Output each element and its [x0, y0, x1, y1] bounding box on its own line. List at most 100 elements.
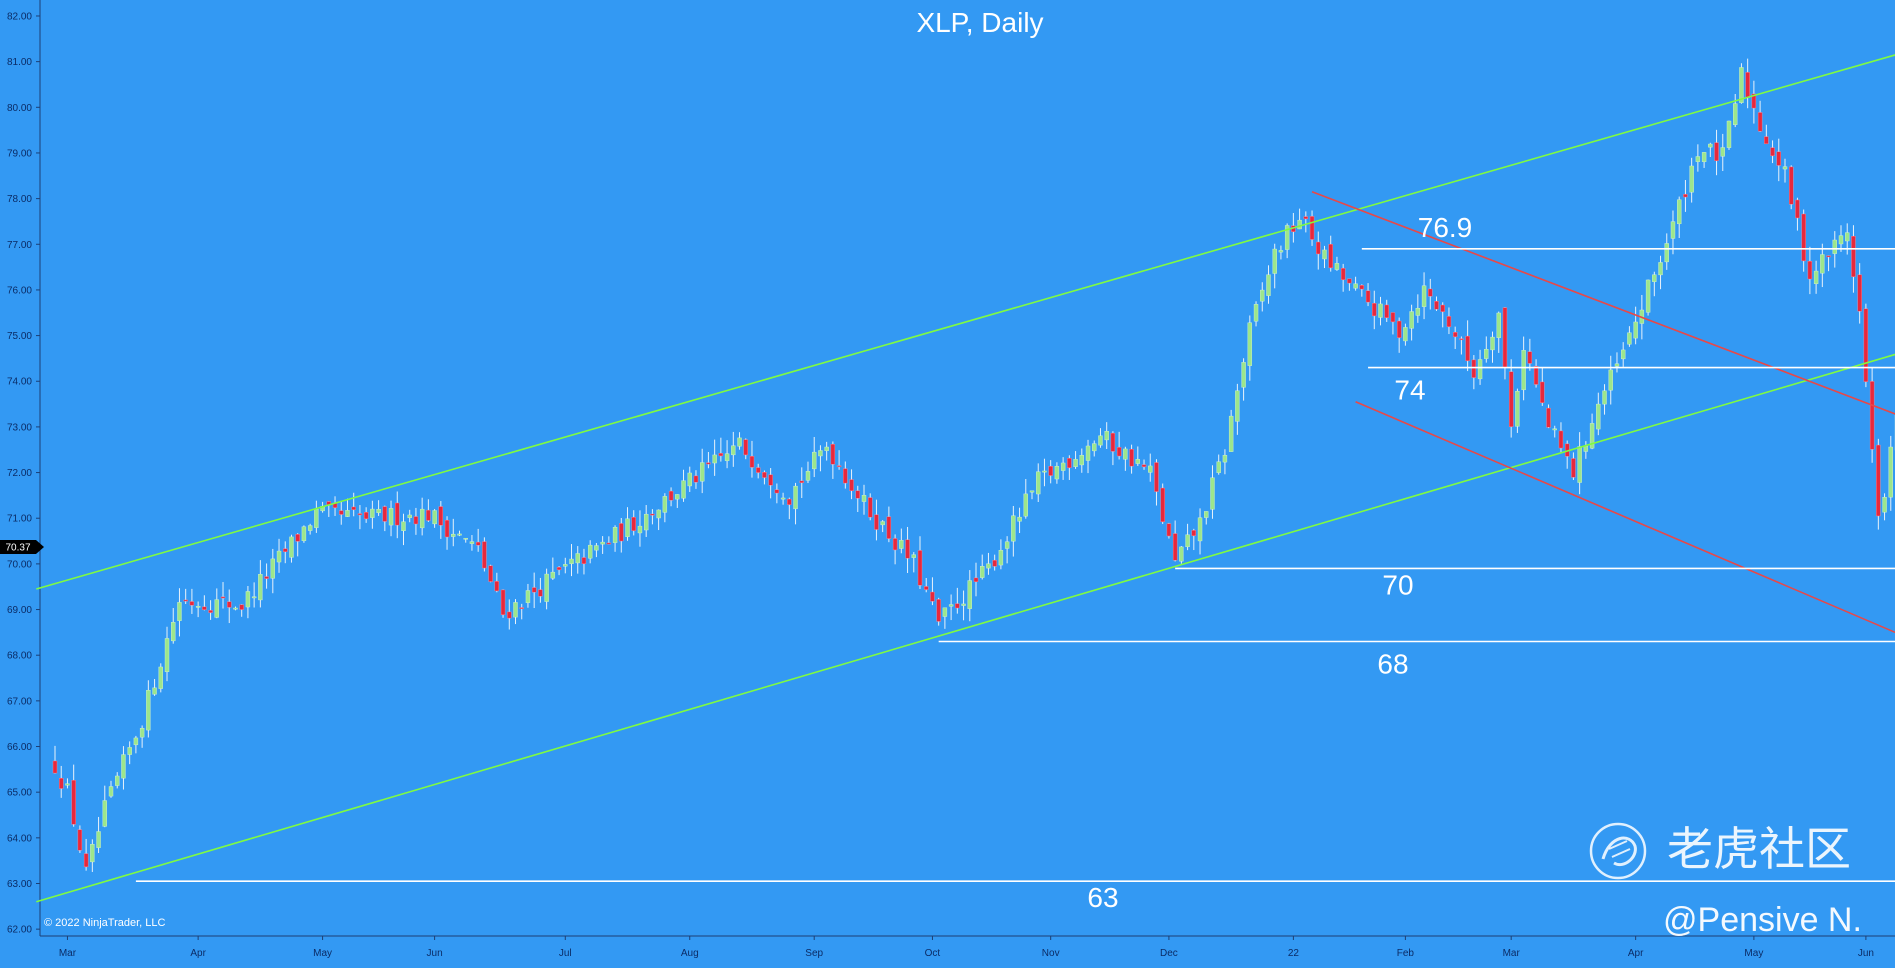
candle [463, 537, 468, 543]
candle-up [146, 690, 151, 731]
candle [1683, 180, 1688, 212]
candle [818, 445, 823, 472]
candle-up [1222, 455, 1228, 463]
candle-down [749, 456, 755, 468]
candle-up [307, 525, 313, 531]
candle [339, 501, 344, 525]
candle [656, 509, 661, 531]
candle [264, 563, 269, 589]
candle [625, 507, 630, 541]
candle [1882, 493, 1887, 521]
candle-up [457, 533, 462, 536]
candle-down [768, 474, 773, 486]
candle-up [276, 550, 282, 563]
level-label-68: 68 [1377, 649, 1408, 680]
candle [314, 500, 319, 533]
candle [1253, 301, 1259, 327]
candle-up [1614, 363, 1620, 367]
candle [1789, 165, 1794, 210]
candle-up [233, 607, 238, 610]
candle-up [544, 573, 549, 602]
candle [1353, 276, 1358, 291]
candle-up [1677, 199, 1682, 225]
candle-up [432, 510, 437, 525]
candle-up [419, 508, 425, 529]
candle-down [1309, 216, 1315, 240]
candle [718, 437, 724, 462]
candle-up [1284, 225, 1290, 250]
candle-down [475, 541, 481, 546]
y-tick-label: 64.00 [7, 833, 32, 844]
candle-up [65, 783, 70, 786]
candle [749, 440, 755, 478]
candle [1782, 158, 1788, 183]
candle-up [1322, 249, 1327, 260]
candle-down [1452, 332, 1458, 338]
candle-down [668, 490, 674, 501]
candle-up [1733, 103, 1738, 125]
candle [1272, 243, 1277, 289]
candle [1123, 446, 1128, 471]
candle [1204, 511, 1209, 525]
candle [948, 594, 954, 621]
candle-up [1620, 349, 1626, 360]
candle [1695, 144, 1701, 172]
candle-down [917, 550, 923, 586]
candle [1515, 388, 1520, 433]
candle [1596, 392, 1601, 436]
candle [1328, 235, 1333, 272]
candle-down [500, 589, 506, 615]
candle-up [115, 775, 120, 786]
candle [531, 572, 537, 609]
candle [1042, 458, 1047, 487]
candle-up [451, 533, 456, 537]
candle [687, 466, 692, 492]
candle [1533, 359, 1539, 388]
candle-up [1253, 304, 1259, 322]
candle-down [189, 601, 195, 606]
candle-down [1459, 338, 1464, 341]
candle-up [1334, 263, 1340, 270]
candle-down [220, 596, 226, 599]
candle [1359, 284, 1365, 297]
x-tick-label: Mar [1503, 948, 1521, 959]
candle [1048, 460, 1053, 484]
candle [1633, 306, 1638, 345]
candle-down [1303, 216, 1309, 220]
candle [444, 516, 450, 550]
x-tick-label: Apr [1628, 948, 1644, 959]
candle [587, 540, 593, 564]
candle-down [1795, 199, 1800, 219]
candle-down [59, 777, 64, 789]
candle-up [1726, 120, 1732, 148]
candle-up [1813, 270, 1819, 284]
candle [1726, 120, 1732, 150]
x-tick-label: 22 [1288, 948, 1300, 959]
candle-down [507, 611, 512, 619]
candle [986, 552, 991, 575]
x-tick-label: Jul [559, 948, 572, 959]
candle [164, 626, 170, 682]
y-tick-label: 69.00 [7, 605, 32, 616]
candle-down [1396, 320, 1402, 338]
candle-up [793, 485, 798, 510]
candle [1098, 428, 1103, 448]
candle [1733, 94, 1738, 128]
candle [1484, 336, 1489, 363]
candle [899, 528, 904, 554]
candle-up [251, 596, 257, 599]
candle-down [71, 780, 76, 825]
candle-up [1353, 283, 1358, 289]
candle [1316, 231, 1321, 270]
candle-down [1714, 142, 1719, 161]
candle-up [805, 471, 811, 481]
copyright-note: © 2022 NinjaTrader, LLC [44, 917, 165, 929]
candle [507, 599, 512, 630]
candle [706, 452, 711, 469]
candle [351, 492, 356, 517]
candle-up [1832, 239, 1837, 254]
candle-up [737, 437, 742, 447]
candle-down [799, 480, 804, 483]
candle-up [388, 508, 394, 526]
candle-up [587, 544, 593, 559]
